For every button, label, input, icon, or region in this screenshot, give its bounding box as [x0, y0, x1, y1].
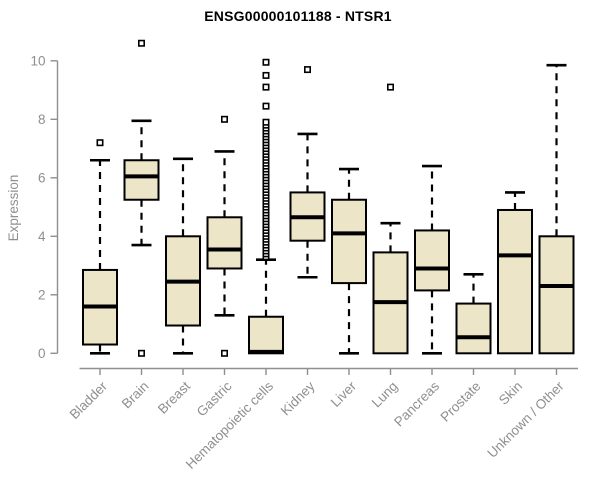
boxplot-prostate [455, 273, 492, 355]
boxplot-brain [123, 39, 160, 357]
x-tick-label-liver: Liver [328, 378, 360, 410]
chart-title: ENSG00000101188 - NTSR1 [204, 8, 392, 24]
outlier-point [386, 83, 394, 91]
boxplot-breast [165, 157, 201, 355]
outlier-point [262, 102, 270, 110]
y-tick-label: 6 [38, 170, 46, 185]
outlier-point [221, 349, 229, 357]
outlier-point [138, 39, 146, 47]
outlier-point [303, 66, 311, 74]
x-tick-label-kidney: Kidney [278, 378, 318, 418]
y-tick-label: 4 [38, 229, 46, 244]
outlier-point [262, 58, 270, 66]
outlier-point [262, 118, 270, 126]
iqr-box [538, 235, 575, 355]
boxplot-pancreas [414, 164, 450, 355]
x-tick-label-skin: Skin [496, 379, 525, 408]
x-tick-label-brain: Brain [119, 379, 152, 412]
boxplot-lung [372, 83, 409, 355]
x-tick-label-gastric: Gastric [194, 378, 235, 419]
boxplot-liver [331, 167, 367, 355]
outlier-point [221, 115, 229, 123]
iqr-box [414, 229, 450, 292]
iqr-box [206, 216, 243, 270]
y-tick-label: 8 [38, 112, 46, 127]
boxplot-gastric [206, 115, 243, 357]
x-tick-label-bladder: Bladder [67, 378, 111, 422]
boxplot-kidney [289, 66, 326, 279]
y-tick-label: 2 [38, 287, 46, 302]
outlier-point [138, 349, 146, 357]
iqr-box [248, 315, 284, 355]
boxplot-bladder [82, 139, 118, 355]
x-tick-label-lung: Lung [369, 379, 401, 411]
iqr-box [497, 208, 533, 355]
x-tick-label-unknown-other: Unknown / Other [484, 378, 567, 461]
outlier-point [262, 71, 270, 79]
boxplot-unknown-other [538, 63, 575, 355]
boxplot-skin [497, 191, 533, 355]
iqr-box [331, 198, 367, 285]
x-tick-label-breast: Breast [155, 378, 193, 416]
x-tick-label-prostate: Prostate [437, 379, 483, 425]
iqr-box [455, 302, 492, 355]
boxplot-hematopoietic-cells [248, 58, 284, 355]
y-tick-label: 10 [30, 53, 45, 68]
x-tick-label-pancreas: Pancreas [391, 378, 442, 429]
outlier-point [262, 83, 270, 91]
iqr-box [123, 159, 160, 201]
y-tick-label: 0 [38, 346, 46, 361]
outlier-point [96, 139, 104, 147]
